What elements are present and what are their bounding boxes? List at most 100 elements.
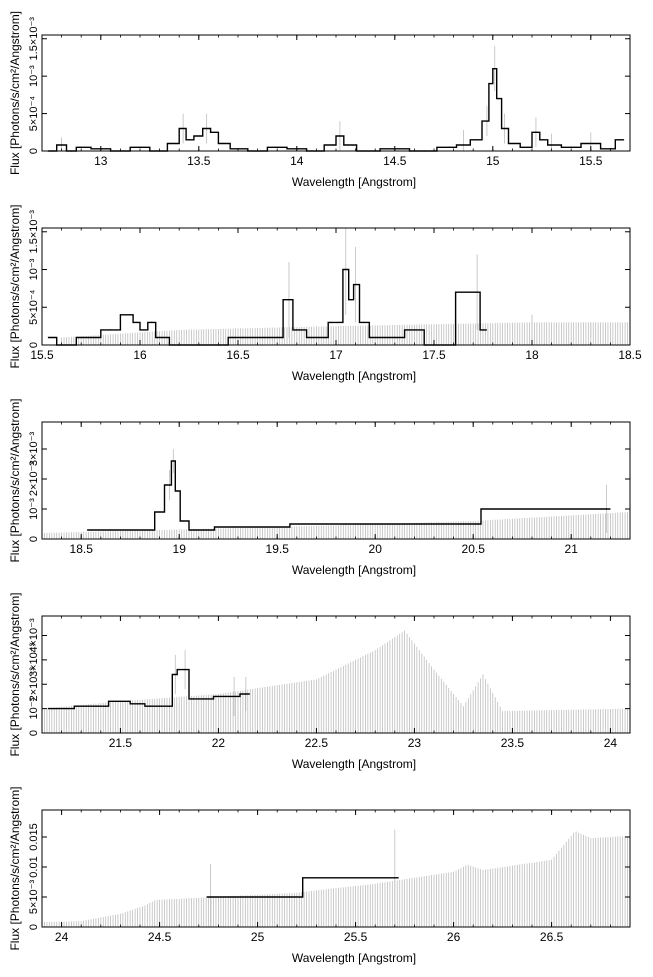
data-point (172, 460, 174, 462)
data-point (245, 693, 247, 695)
data-point (149, 705, 151, 707)
data-point (174, 142, 176, 145)
x-tick-label: 14.5 (383, 154, 407, 168)
x-tick-label: 19.5 (266, 542, 290, 556)
data-point (490, 83, 492, 85)
x-tick-label: 24 (604, 736, 618, 750)
x-axis-label: Wavelength [Angstrom] (292, 563, 416, 577)
data-point (233, 695, 235, 698)
data-point (511, 142, 513, 145)
data-point (213, 131, 216, 133)
data-point (462, 144, 464, 146)
y-tick-label: 10⁻³ (28, 697, 40, 719)
data-point (178, 669, 180, 671)
data-point (159, 511, 161, 513)
data-point (503, 127, 506, 130)
y-axis-label: Flux [Photons/s/cm²/Angstrom] (8, 204, 22, 368)
y-tick-label: 0 (28, 148, 40, 154)
y-tick-label: 1.5×10⁻³ (28, 17, 40, 61)
data-point (129, 529, 131, 531)
x-axis-label: Wavelength [Angstrom] (292, 951, 416, 965)
x-axis-label: Wavelength [Angstrom] (292, 757, 416, 771)
data-point (449, 146, 451, 148)
data-point (476, 291, 478, 293)
x-tick-label: 13 (94, 154, 108, 168)
y-tick-label: 2×10⁻³ (28, 667, 40, 702)
data-point (331, 144, 333, 146)
x-tick-label: 24.5 (148, 930, 172, 944)
data-point (476, 139, 478, 141)
x-tick-label: 21 (565, 542, 579, 556)
data-point (551, 144, 553, 146)
data-point (355, 284, 357, 286)
x-tick-label: 22.5 (305, 736, 329, 750)
data-point (351, 299, 353, 301)
data-point (288, 299, 290, 301)
data-point (110, 329, 112, 331)
x-tick-label: 16.5 (226, 348, 250, 362)
x-tick-label: 20.5 (462, 542, 486, 556)
upper-limit-bars (41, 630, 631, 733)
data-point (149, 529, 151, 531)
y-axis-label: Flux [Photons/s/cm²/Angstrom] (8, 398, 22, 562)
data-point (90, 529, 92, 531)
data-point (394, 877, 396, 879)
data-point (110, 529, 112, 531)
x-tick-label: 22 (212, 736, 226, 750)
y-tick-label: 0 (28, 342, 40, 348)
data-point (174, 673, 176, 676)
data-point (51, 708, 53, 710)
data-point (206, 127, 208, 130)
y-tick-label: 3×10⁻³ (28, 432, 40, 467)
y-tick-label: 1.5×10⁻³ (28, 210, 40, 254)
data-point (315, 336, 317, 339)
y-tick-label: 0.015 (28, 823, 40, 851)
data-point (355, 523, 357, 525)
data-point (61, 144, 63, 146)
x-tick-label: 26 (447, 930, 461, 944)
x-axis-label: Wavelength [Angstrom] (292, 369, 416, 383)
data-point (192, 698, 194, 700)
upper-limit-bars (61, 322, 631, 345)
x-tick-label: 18 (525, 348, 539, 362)
flux-series-line (47, 268, 487, 346)
data-point (159, 336, 161, 339)
flux-series-line (47, 68, 625, 152)
data-point (51, 336, 53, 339)
data-point (345, 268, 347, 271)
y-axis-label: Flux [Photons/s/cm²/Angstrom] (8, 592, 22, 756)
data-point (194, 529, 196, 531)
x-tick-label: 25 (251, 930, 265, 944)
data-point (139, 703, 141, 705)
data-point (96, 705, 98, 707)
data-point (184, 669, 186, 671)
data-point (498, 98, 500, 100)
data-point (535, 131, 537, 133)
data-point (176, 490, 178, 492)
chart-panel-1: 13 13.5 14 14.5 15 15.5 0 5×10⁻⁴ 10⁻³ 1.5×10⁻³ Wav… (8, 11, 631, 189)
data-point (168, 705, 170, 707)
data-point (209, 896, 212, 898)
x-tick-label: 15.5 (30, 348, 54, 362)
chart-panel-5: 24 24.5 25 25.5 26 26.5 0 5×10⁻³ 0.01 0.015 Wavele… (8, 786, 631, 965)
chart-panel-4: 21.5 22 22.5 23 23.5 24 0 10⁻³2×10⁻³3×10⁻³4×10⁻… (8, 592, 631, 771)
y-tick-label: 0 (28, 924, 40, 930)
x-tick-label: 17 (329, 348, 343, 362)
data-point (221, 142, 223, 145)
x-tick-label: 19 (173, 542, 187, 556)
data-point (159, 705, 161, 707)
flux-series-line (47, 668, 250, 710)
x-tick-label: 17.5 (422, 348, 446, 362)
x-tick-label: 15 (486, 154, 500, 168)
data-point (90, 336, 92, 339)
y-tick-label: 5×10⁻⁴ (28, 96, 40, 132)
upper-limit-bars (41, 831, 631, 927)
x-tick-label: 14 (290, 154, 304, 168)
data-point (570, 146, 572, 148)
data-point (182, 520, 184, 522)
data-point (339, 135, 341, 137)
data-point (143, 329, 145, 331)
data-point (233, 526, 235, 528)
data-point (362, 321, 365, 323)
